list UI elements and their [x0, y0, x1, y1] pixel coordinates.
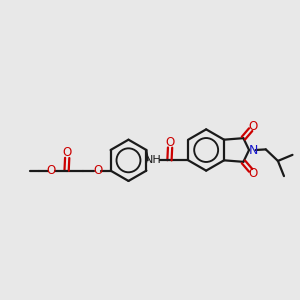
Text: O: O [248, 167, 258, 181]
Text: O: O [93, 164, 103, 177]
Text: N: N [249, 143, 259, 157]
Text: O: O [165, 136, 175, 148]
Text: O: O [47, 164, 56, 177]
Text: O: O [248, 119, 258, 133]
Text: NH: NH [145, 155, 162, 165]
Text: O: O [63, 146, 72, 159]
